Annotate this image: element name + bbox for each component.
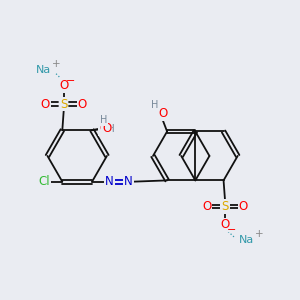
Text: S: S (221, 200, 229, 213)
Text: O: O (99, 122, 109, 135)
Text: O: O (202, 200, 211, 213)
Text: +: + (52, 58, 60, 69)
Text: Na: Na (239, 236, 254, 245)
Text: −: − (66, 76, 75, 85)
Text: +: + (255, 229, 263, 239)
Text: O: O (158, 106, 168, 120)
Text: O: O (239, 200, 248, 213)
Text: O: O (41, 98, 50, 110)
Text: Na: Na (36, 65, 51, 75)
Text: O: O (220, 218, 230, 232)
Text: S: S (60, 98, 68, 110)
Text: H: H (151, 100, 158, 110)
Text: H: H (100, 116, 107, 125)
Text: H: H (107, 124, 115, 134)
Text: N: N (105, 175, 114, 188)
Text: O: O (102, 122, 112, 135)
Text: Cl: Cl (39, 175, 50, 188)
Text: O: O (78, 98, 87, 110)
Text: −: − (227, 225, 236, 235)
Text: N: N (124, 175, 133, 188)
Text: O: O (59, 79, 68, 92)
